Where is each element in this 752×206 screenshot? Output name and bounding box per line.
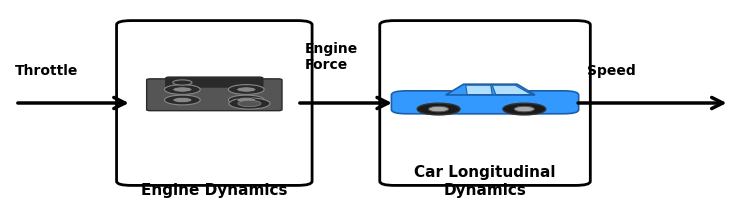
Circle shape — [503, 103, 546, 115]
Circle shape — [237, 97, 256, 103]
FancyBboxPatch shape — [391, 91, 579, 114]
Circle shape — [429, 106, 449, 112]
Circle shape — [173, 80, 192, 85]
Ellipse shape — [414, 113, 556, 115]
Circle shape — [229, 95, 264, 105]
Text: Car Longitudinal
Dynamics: Car Longitudinal Dynamics — [414, 165, 556, 198]
Text: Engine
Force: Engine Force — [305, 42, 358, 72]
Text: Speed: Speed — [587, 64, 635, 78]
Text: Engine Dynamics: Engine Dynamics — [141, 183, 287, 198]
Circle shape — [238, 100, 261, 107]
FancyBboxPatch shape — [117, 21, 312, 185]
Circle shape — [173, 87, 192, 92]
Circle shape — [229, 85, 264, 94]
FancyBboxPatch shape — [147, 79, 282, 111]
Circle shape — [237, 87, 256, 92]
Circle shape — [514, 106, 535, 112]
FancyBboxPatch shape — [165, 77, 262, 87]
Circle shape — [173, 97, 192, 103]
Circle shape — [165, 85, 200, 94]
FancyBboxPatch shape — [380, 21, 590, 185]
Polygon shape — [465, 85, 492, 95]
Circle shape — [417, 103, 460, 115]
Polygon shape — [446, 84, 535, 95]
Text: Throttle: Throttle — [15, 64, 78, 78]
Circle shape — [229, 98, 270, 109]
Polygon shape — [492, 85, 532, 95]
Circle shape — [165, 95, 200, 105]
